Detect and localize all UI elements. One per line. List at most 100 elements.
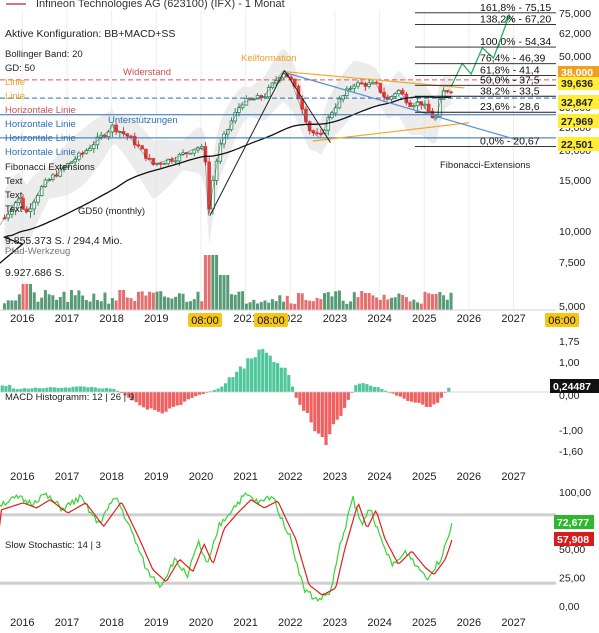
horizontal-line-label-3[interactable]: Horizontale Linie	[5, 133, 76, 144]
macd-bar	[101, 388, 105, 392]
macd-tick-label: -1,60	[559, 446, 583, 458]
macd-bar	[34, 387, 38, 392]
macd-value-badge	[550, 379, 599, 393]
price-badge-horiz1	[558, 114, 599, 128]
stoch-k-badge	[554, 515, 594, 529]
text-label-3[interactable]: Text	[5, 204, 23, 215]
macd-bar	[424, 392, 429, 407]
candle-body	[412, 105, 416, 108]
volume-bar	[386, 299, 390, 310]
candle-body	[449, 91, 453, 94]
macd-panel[interactable]	[0, 349, 556, 445]
volume-bar	[345, 303, 349, 310]
price-badge-orange	[558, 66, 599, 79]
fib-level-label-3: 76,4% - 46,39	[480, 53, 546, 65]
macd-value-badge-text: 0,24487	[553, 381, 591, 393]
volume-bar	[84, 299, 88, 310]
macd-bar	[331, 392, 336, 425]
candle-body	[28, 208, 33, 213]
macd-bar	[89, 386, 94, 392]
volume-bar	[378, 299, 382, 310]
macd-bar	[108, 388, 112, 392]
x-year-label-macd: 2024	[367, 471, 391, 483]
horizontal-line-label-1[interactable]: Horizontale Linie	[5, 105, 76, 116]
price-tick-label: 50,000	[559, 51, 591, 63]
candle-body	[158, 162, 163, 165]
candle-body	[132, 135, 137, 146]
candle-body	[144, 148, 148, 159]
x-year-label-main: 2024	[367, 313, 391, 325]
volume-bar	[419, 303, 423, 310]
macd-bar	[15, 389, 19, 392]
macd-bar	[194, 392, 198, 397]
volume-bar	[17, 294, 21, 310]
pfad-werkzeug-label[interactable]: Pfad-Werkzeug	[5, 246, 70, 257]
fibonacci-extensions-label-left[interactable]: Fibonacci Extensions	[5, 162, 95, 173]
candle-body	[196, 147, 200, 151]
volume-bar	[174, 296, 178, 310]
candle-body	[237, 107, 241, 113]
volume-bar	[423, 291, 427, 310]
volume-bar	[256, 303, 260, 310]
gd-label: GD: 50	[5, 63, 35, 74]
volume-bar	[267, 302, 271, 310]
price-badge-pink	[558, 77, 599, 90]
fib-anchor-leg	[209, 70, 285, 216]
gd50-label: GD50 (monthly)	[78, 206, 145, 217]
macd-bar	[257, 349, 261, 392]
volume-bar	[382, 294, 386, 310]
widerstand-label: Widerstand	[123, 67, 171, 78]
candle-body	[199, 146, 204, 149]
macd-bar	[290, 386, 295, 392]
volume-bar	[181, 293, 185, 310]
macd-bar	[104, 388, 109, 392]
macd-bar	[447, 387, 451, 392]
linie-label-1[interactable]: Linie	[5, 77, 25, 88]
volume-bar	[96, 300, 100, 310]
text-label-1[interactable]: Text	[5, 176, 23, 187]
stochastic-panel[interactable]	[0, 492, 556, 603]
text-label-2[interactable]: Text	[5, 190, 23, 201]
horizontal-line-label-2[interactable]: Horizontale Linie	[5, 119, 76, 130]
volume-bar	[144, 295, 148, 310]
price-badge-pink-text: 39,636	[561, 78, 593, 90]
volume-bar	[136, 291, 140, 310]
candle-body	[140, 145, 144, 150]
macd-bar	[309, 392, 313, 423]
candle-body	[348, 87, 353, 90]
volume-bar	[170, 298, 174, 310]
candle-body	[225, 129, 230, 135]
volume-bar	[408, 301, 412, 310]
wedge-lower-line	[312, 122, 469, 142]
horizontal-line-label-4[interactable]: Horizontale Linie	[5, 147, 76, 158]
time-tag-3-text: 06:00	[548, 315, 576, 327]
volume-bar	[337, 290, 341, 310]
x-year-label-main: 2017	[55, 313, 79, 325]
linie-label-2[interactable]: Linie	[5, 91, 25, 102]
candle-body	[426, 103, 431, 112]
price-tick-label: 15,000	[559, 175, 591, 187]
macd-bar	[160, 392, 164, 414]
macd-bar	[75, 386, 79, 392]
macd-bar	[402, 392, 406, 399]
x-year-label-macd: 2022	[278, 471, 302, 483]
volume-bar	[88, 301, 92, 310]
price-badge-yellow	[558, 95, 599, 109]
fib-level-label-4: 61,8% - 41,4	[480, 64, 540, 76]
macd-bar	[361, 383, 365, 392]
stoch-k-badge-text: 72,677	[557, 517, 589, 529]
macd-bar	[383, 390, 388, 392]
volume-bar	[427, 293, 431, 310]
volume-bar	[367, 292, 371, 310]
macd-bar	[26, 388, 30, 392]
x-year-label-macd: 2016	[10, 471, 34, 483]
candle-body	[65, 163, 70, 168]
candle-body	[307, 121, 312, 132]
stoch-k-line	[0, 492, 453, 603]
x-year-label-stoch: 2027	[501, 617, 525, 628]
macd-bar	[134, 392, 138, 403]
price-panel[interactable]	[0, 13, 556, 310]
volume-bar	[300, 293, 304, 310]
